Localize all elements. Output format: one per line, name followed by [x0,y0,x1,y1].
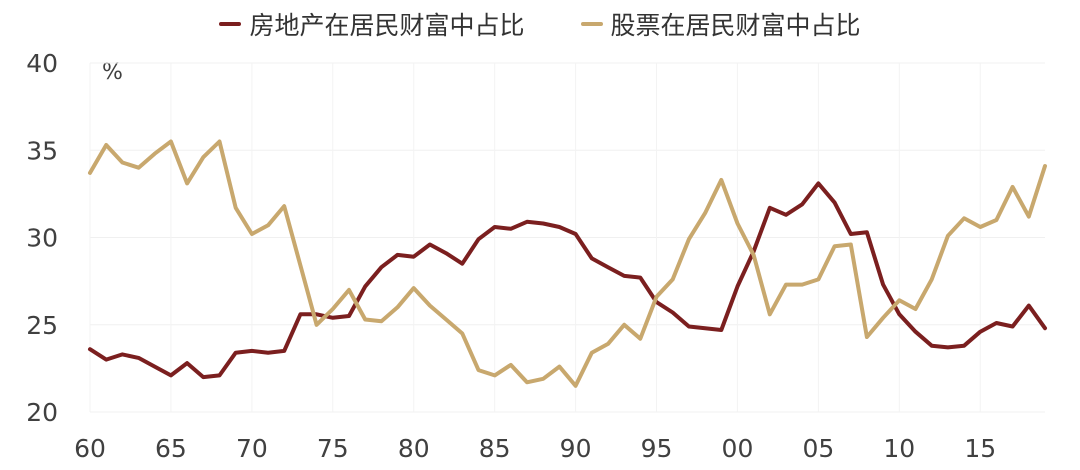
legend: 房地产在居民财富中占比 股票在居民财富中占比 [0,6,1080,42]
series-line-real-estate [88,181,1047,380]
x-tick-label: 05 [802,434,834,463]
x-tick-label: 15 [964,434,996,463]
x-tick-label: 80 [398,434,430,463]
legend-item-stocks: 股票在居民财富中占比 [580,6,861,42]
x-tick-label: 60 [74,434,106,463]
legend-item-real-estate: 房地产在居民财富中占比 [219,6,525,42]
x-tick-label: 75 [317,434,349,463]
y-unit-label: % [102,60,123,85]
x-tick-label: 85 [479,434,511,463]
y-tick-label: 25 [26,311,58,340]
legend-swatch-stocks [580,22,603,26]
x-tick-label: 70 [236,434,268,463]
y-tick-label: 35 [26,136,58,165]
y-tick-label: 30 [26,224,58,253]
y-tick-label: 20 [26,398,58,427]
x-tick-label: 95 [641,434,673,463]
x-tick-label: 90 [560,434,592,463]
legend-label-stocks: 股票在居民财富中占比 [610,11,861,40]
y-tick-label: 40 [26,49,58,78]
series-line-stocks [88,139,1047,388]
legend-swatch-real-estate [219,22,242,26]
x-tick-label: 00 [722,434,754,463]
x-tick-label: 65 [155,434,187,463]
legend-label-real-estate: 房地产在居民财富中占比 [249,11,525,40]
x-tick-label: 10 [883,434,915,463]
